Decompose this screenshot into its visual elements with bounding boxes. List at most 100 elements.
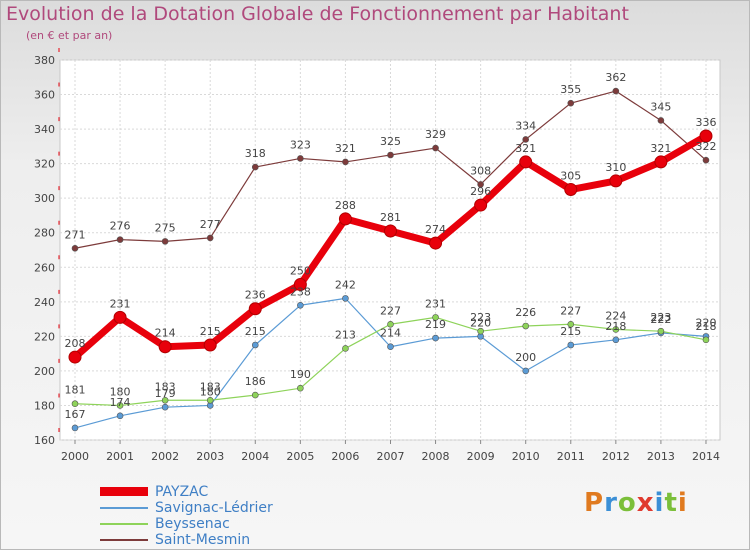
series-saint-mesmin-data-label: 325 [380, 135, 401, 148]
series-payzac-point [564, 183, 578, 197]
series-payzac-point [203, 338, 217, 352]
series-saint-mesmin-data-label: 275 [155, 221, 176, 234]
logo-letter: t [664, 488, 678, 518]
series-savignac-l-drier-point [612, 336, 620, 344]
series-beyssenac-point [161, 396, 169, 404]
series-saint-mesmin-data-label: 308 [470, 164, 491, 177]
series-savignac-l-drier-point [251, 341, 259, 349]
y-tick-label: 280 [34, 227, 55, 240]
series-payzac-data-label: 305 [560, 170, 581, 183]
series-saint-mesmin-point [657, 117, 665, 124]
series-savignac-l-drier-data-label: 215 [245, 325, 266, 338]
series-payzac-point [383, 224, 397, 238]
y-tick-label: 260 [34, 261, 55, 274]
series-savignac-l-drier-data-label: 214 [380, 327, 401, 340]
series-saint-mesmin-data-label: 362 [605, 71, 626, 84]
series-payzac-point [699, 129, 713, 143]
series-payzac-data-label: 274 [425, 223, 446, 236]
series-saint-mesmin-point [116, 236, 124, 243]
legend-swatch-beyssenac [100, 523, 148, 525]
logo-letter: r [604, 488, 618, 518]
series-saint-mesmin-data-label: 318 [245, 147, 266, 160]
series-savignac-l-drier-data-label: 174 [110, 396, 131, 409]
x-tick-label: 2014 [692, 450, 720, 463]
series-savignac-l-drier-point [432, 334, 439, 342]
series-payzac-data-label: 321 [515, 142, 536, 155]
series-beyssenac-data-label: 180 [110, 385, 131, 398]
chart-subtitle: (en € et par an) [26, 29, 113, 42]
series-saint-mesmin-point [206, 234, 214, 242]
x-tick-label: 2012 [602, 450, 630, 463]
series-savignac-l-drier-point [116, 412, 124, 420]
series-saint-mesmin-point [71, 244, 79, 252]
series-payzac-data-label: 215 [200, 325, 221, 338]
series-payzac-data-label: 250 [290, 265, 311, 278]
chart-title: Evolution de la Dotation Globale de Fonc… [6, 3, 629, 25]
series-savignac-l-drier-data-label: 222 [650, 313, 671, 326]
series-saint-mesmin-point [387, 151, 394, 159]
series-payzac-point [654, 155, 668, 169]
y-tick-label: 220 [34, 330, 55, 343]
series-payzac-point [519, 155, 533, 169]
y-tick-label: 360 [34, 89, 55, 102]
series-payzac-point [474, 198, 488, 212]
x-tick-label: 2007 [376, 450, 404, 463]
series-payzac-point [429, 236, 443, 250]
series-saint-mesmin-point [297, 155, 304, 162]
series-payzac-point [609, 174, 623, 188]
x-tick-label: 2002 [151, 450, 179, 463]
series-saint-mesmin-data-label: 334 [515, 119, 536, 132]
series-beyssenac-point [71, 400, 79, 408]
series-saint-mesmin-data-label: 322 [695, 140, 716, 153]
logo-letter: i [677, 488, 688, 518]
series-payzac-data-label: 208 [65, 337, 86, 350]
series-beyssenac-data-label: 186 [245, 375, 266, 388]
x-tick-label: 2013 [647, 450, 675, 463]
series-beyssenac-data-label: 181 [65, 384, 86, 397]
series-savignac-l-drier-point [342, 295, 349, 302]
x-tick-label: 2003 [196, 450, 224, 463]
series-payzac-data-label: 310 [605, 161, 626, 174]
series-saint-mesmin-point [161, 238, 169, 245]
series-savignac-l-drier-point [522, 367, 530, 375]
series-beyssenac-point [342, 345, 349, 352]
series-payzac-data-label: 321 [650, 142, 671, 155]
series-beyssenac-point [206, 396, 214, 404]
series-saint-mesmin-data-label: 271 [65, 228, 86, 241]
series-savignac-l-drier-data-label: 220 [695, 316, 716, 329]
y-tick-label: 160 [34, 434, 55, 447]
series-beyssenac-point [387, 320, 394, 328]
x-tick-label: 2011 [557, 450, 585, 463]
series-beyssenac-point [251, 391, 259, 399]
x-tick-label: 2004 [241, 450, 269, 463]
series-payzac-point [293, 278, 307, 292]
y-tick-label: 340 [34, 123, 55, 136]
series-savignac-l-drier-data-label: 180 [200, 385, 221, 398]
series-saint-mesmin-point [477, 181, 484, 188]
x-tick-label: 2010 [512, 450, 540, 463]
series-savignac-l-drier-point [567, 341, 575, 349]
series-payzac-data-label: 288 [335, 199, 356, 212]
legend-label-savignac: Savignac-Lédrier [155, 500, 273, 516]
series-saint-mesmin-point [251, 163, 259, 171]
series-saint-mesmin-data-label: 321 [335, 142, 356, 155]
series-beyssenac-data-label: 226 [515, 306, 536, 319]
legend-swatch-saint-mesmin [100, 539, 148, 541]
legend-label-beyssenac: Beyssenac [155, 516, 230, 532]
series-savignac-l-drier-data-label: 219 [425, 318, 446, 331]
series-beyssenac-point [116, 402, 124, 409]
x-tick-label: 2005 [286, 450, 314, 463]
x-tick-label: 2009 [467, 450, 495, 463]
series-saint-mesmin-point [432, 144, 439, 152]
y-tick-label: 200 [34, 365, 55, 378]
logo-letter: o [617, 488, 637, 518]
series-payzac-data-label: 214 [155, 327, 176, 340]
series-beyssenac-point [477, 327, 484, 335]
series-beyssenac-point [657, 327, 665, 335]
series-payzac-data-label: 281 [380, 211, 401, 224]
series-payzac-point [68, 350, 82, 364]
legend-swatch-payzac [100, 487, 148, 496]
series-savignac-l-drier-data-label: 220 [470, 316, 491, 329]
series-payzac-point [248, 302, 262, 316]
